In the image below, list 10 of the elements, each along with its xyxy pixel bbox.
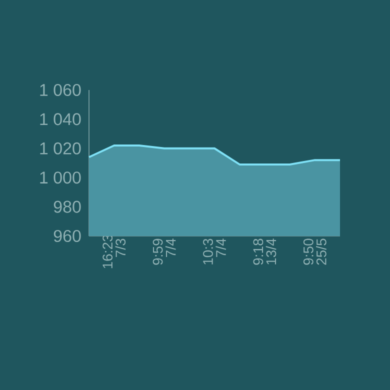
x-tick-label: 9:50 25/5 — [303, 238, 326, 265]
y-tick-label: 1 000 — [40, 172, 81, 184]
y-tick-label: 980 — [54, 200, 81, 213]
y-tick-label: 960 — [54, 230, 81, 242]
x-tick-label: 9:18 13/4 — [253, 238, 276, 265]
y-tick-label: 1 060 — [40, 84, 81, 96]
y-tick-label: 1 040 — [40, 113, 81, 126]
x-tick-label: 10:3 7/4 — [203, 238, 226, 264]
x-tick-label: 9:59 7/4 — [152, 238, 176, 265]
y-tick-label: 1 020 — [40, 142, 81, 154]
